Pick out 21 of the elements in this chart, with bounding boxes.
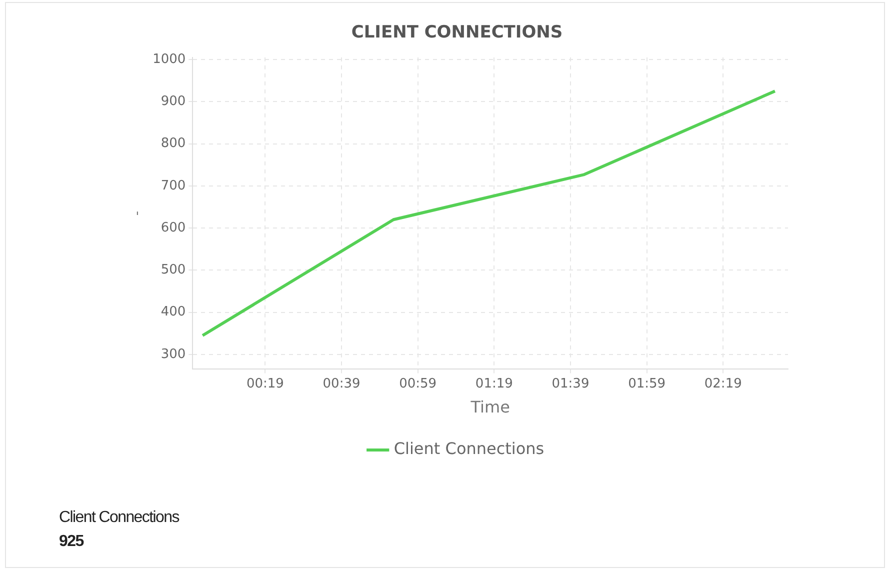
legend-label: Client Connections	[394, 439, 544, 458]
x-tick-label: 00:39	[322, 376, 360, 392]
y-tick-label: 300	[160, 346, 186, 362]
text: 925	[59, 532, 85, 552]
x-tick-label: 00:59	[399, 376, 437, 392]
x-tick-label: 01:39	[552, 376, 590, 392]
x-tick-label: 02:19	[704, 376, 742, 392]
x-tick-label: 01:19	[475, 376, 513, 392]
x-axis-title: Time	[470, 398, 510, 417]
y-tick-label: 800	[160, 136, 186, 152]
y-tick-label: 900	[160, 94, 186, 110]
y-tick-label: 700	[160, 178, 186, 194]
y-tick-label: 600	[160, 220, 186, 236]
y-tick-label: 500	[160, 262, 186, 278]
y-tick-label: 1000	[152, 52, 186, 67]
chart-title: CLIENT CONNECTIONS	[351, 22, 563, 43]
x-tick-label: 00:19	[246, 376, 284, 392]
y-axis-title: -	[130, 210, 146, 216]
x-tick-label: 01:59	[628, 376, 666, 392]
y-tick-label: 400	[160, 304, 186, 320]
text: Client Connections	[59, 508, 179, 528]
